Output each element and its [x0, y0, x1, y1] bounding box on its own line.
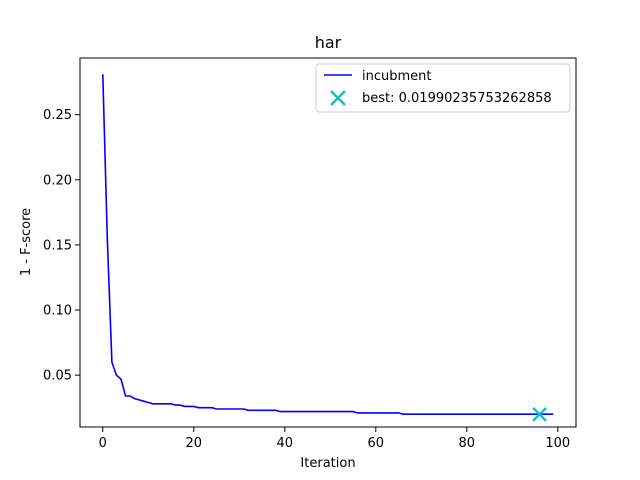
x-tick-label: 0: [99, 436, 107, 451]
x-tick-label: 60: [368, 436, 385, 451]
plot-frame: [79, 57, 577, 428]
plot-area: [79, 57, 577, 428]
x-tick-label: 80: [459, 436, 476, 451]
legend-label-incumbent: incubment: [362, 69, 432, 84]
legend: incubment best: 0.01990235753262858: [315, 63, 571, 113]
y-axis: 0.05 0.10 0.15 0.20 0.25: [43, 108, 80, 384]
x-tick-label: 20: [185, 436, 202, 451]
x-tick-label: 40: [276, 436, 293, 451]
y-tick-label: 0.05: [43, 369, 72, 384]
y-tick-label: 0.25: [43, 108, 72, 123]
incumbent-line: [102, 74, 554, 416]
best-marker-stroke: [532, 406, 547, 422]
x-tick-label: 100: [545, 436, 570, 451]
legend-best-swatch: [330, 90, 346, 106]
legend-label-best: best: 0.01990235753262858: [362, 91, 552, 106]
y-tick-label: 0.20: [43, 173, 72, 188]
y-tick-label: 0.10: [43, 304, 72, 319]
x-axis: 0 20 40 60 80 100: [99, 427, 570, 451]
legend-box: [315, 63, 571, 113]
chart-title: har: [315, 33, 342, 52]
y-tick-label: 0.15: [43, 238, 72, 253]
y-axis-label: 1 - F-score: [19, 208, 34, 276]
x-axis-label: Iteration: [300, 456, 355, 471]
best-marker: [532, 406, 547, 422]
